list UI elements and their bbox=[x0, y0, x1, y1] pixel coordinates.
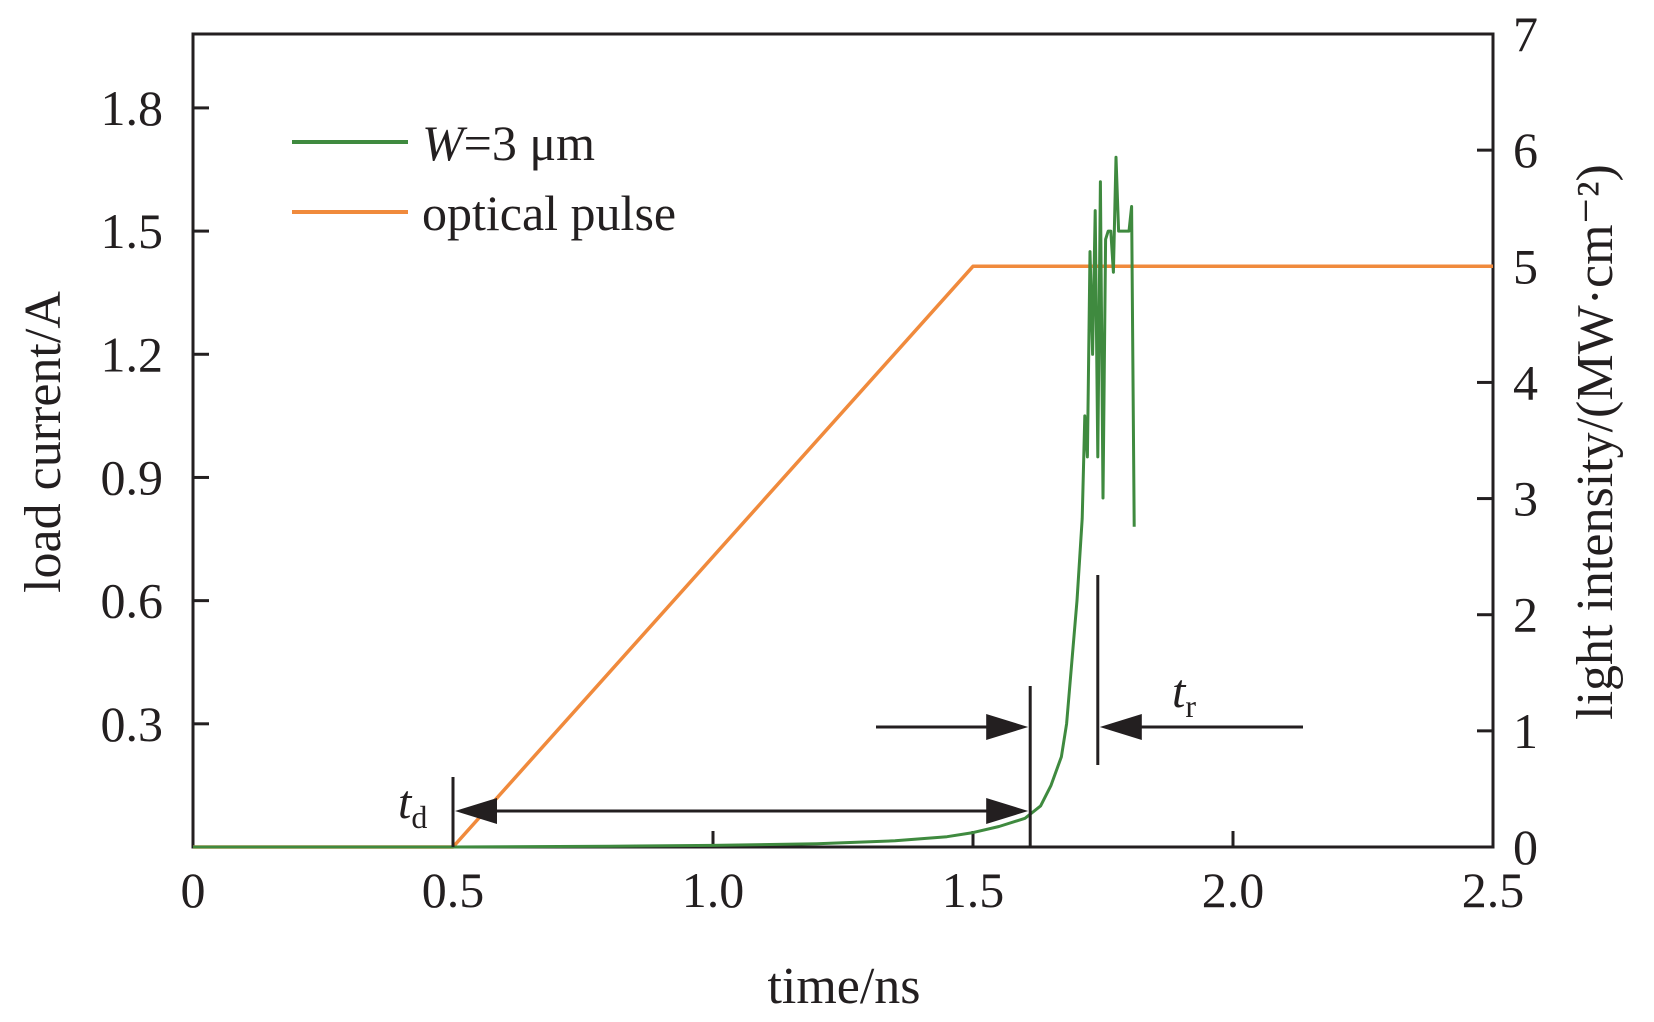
y-tick-label: 0.6 bbox=[101, 573, 164, 629]
td-arrowhead-left bbox=[455, 798, 497, 824]
axes bbox=[191, 32, 1495, 849]
tr-arrowhead-left bbox=[986, 714, 1029, 740]
x-tick-label: 0.5 bbox=[422, 862, 485, 918]
tr-label: tr bbox=[1172, 665, 1196, 724]
x-axis-ticks: 0 0.5 1.0 1.5 2.0 2.5 bbox=[181, 831, 1525, 918]
td-label-main: t bbox=[398, 776, 413, 829]
x-tick-label: 1.0 bbox=[682, 862, 745, 918]
y-right-tick-label: 1 bbox=[1513, 703, 1538, 759]
legend-label-w3um: W=3 μm bbox=[422, 115, 595, 171]
y-tick-label: 1.8 bbox=[101, 80, 164, 136]
series-line-w-3-m bbox=[193, 155, 1136, 849]
x-tick-label: 1.5 bbox=[942, 862, 1005, 918]
y-right-tick-label: 0 bbox=[1513, 819, 1538, 875]
y-right-tick-label: 7 bbox=[1513, 6, 1538, 62]
y-right-tick-label: 6 bbox=[1513, 122, 1538, 178]
y-right-tick-label: 3 bbox=[1513, 471, 1538, 527]
y-right-tick-label: 4 bbox=[1513, 354, 1538, 410]
legend-label-w3um-italic: W bbox=[422, 115, 468, 171]
x-axis-title: time/ns bbox=[767, 958, 920, 1015]
series-layer bbox=[193, 155, 1493, 849]
y-right-tick-label: 2 bbox=[1513, 587, 1538, 643]
tr-label-main: t bbox=[1172, 665, 1187, 718]
tr-label-sub: r bbox=[1185, 688, 1196, 724]
y-axis-title: load current/A bbox=[15, 291, 72, 593]
y-tick-label: 1.5 bbox=[101, 203, 164, 259]
y-tick-label: 1.2 bbox=[101, 326, 164, 382]
legend: W=3 μm optical pulse bbox=[292, 115, 676, 241]
x-tick-label: 2.5 bbox=[1462, 862, 1525, 918]
y-tick-label: 0.9 bbox=[101, 449, 164, 505]
tr-arrowhead-right bbox=[1099, 714, 1142, 740]
x-tick-label: 0 bbox=[181, 862, 206, 918]
plot-frame bbox=[191, 32, 1495, 849]
y-tick-label: 0.3 bbox=[101, 696, 164, 752]
series-line-optical-pulse bbox=[193, 264, 1493, 849]
y-right-axis-ticks: 0 1 2 3 4 5 6 7 bbox=[1477, 6, 1538, 875]
y-right-axis-title: light intensity/(MW·cm⁻²) bbox=[1567, 164, 1624, 720]
td-arrowhead-right bbox=[986, 798, 1029, 824]
td-label-sub: d bbox=[411, 799, 427, 835]
x-tick-label: 2.0 bbox=[1202, 862, 1265, 918]
legend-label-optical-pulse: optical pulse bbox=[422, 185, 676, 241]
y-axis-ticks: 0.3 0.6 0.9 1.2 1.5 1.8 bbox=[101, 80, 209, 752]
td-label: td bbox=[398, 776, 427, 835]
legend-label-w3um-rest: =3 μm bbox=[464, 115, 596, 171]
y-right-tick-label: 5 bbox=[1513, 238, 1538, 294]
